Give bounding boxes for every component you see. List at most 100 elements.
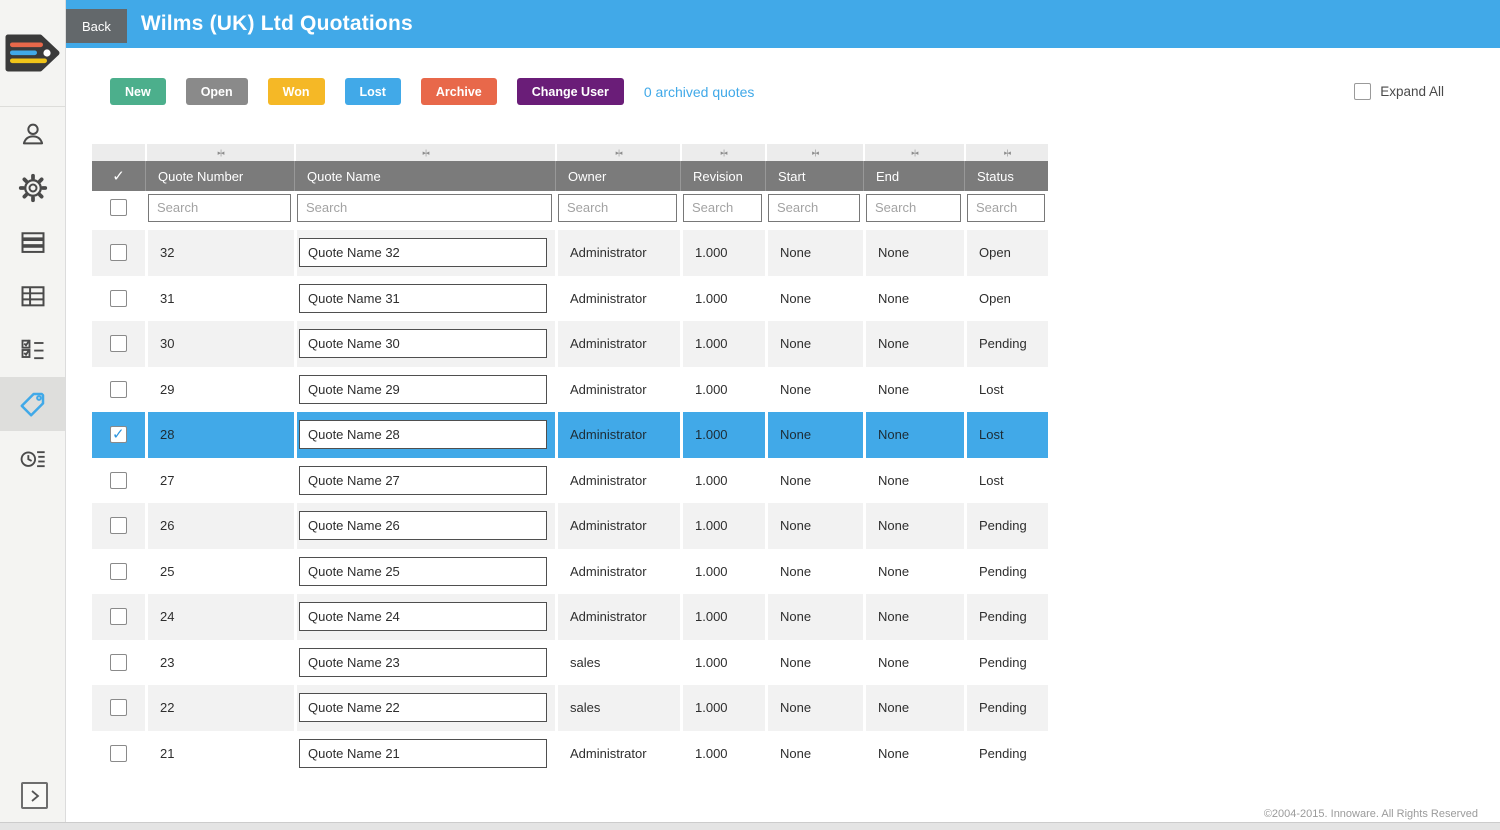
toolbar-button-won[interactable]: Won	[267, 78, 325, 105]
quote-number-cell: 31	[145, 275, 294, 321]
table-row[interactable]: 22 sales 1.000 None None Pending	[92, 685, 1048, 731]
sidebar-item-time-log[interactable]	[0, 431, 65, 485]
end-cell: None	[863, 548, 964, 594]
end-cell: None	[863, 594, 964, 640]
column-resize-handle[interactable]: ▸|◂	[765, 144, 863, 161]
quote-name-input[interactable]	[299, 511, 547, 541]
quote-name-input[interactable]	[299, 738, 547, 768]
owner-cell: sales	[555, 685, 680, 731]
quote-name-input[interactable]	[299, 329, 547, 359]
end-cell: None	[863, 457, 964, 503]
start-cell: None	[765, 503, 863, 549]
table-row[interactable]: 31 Administrator 1.000 None None Open	[92, 275, 1048, 321]
row-checkbox[interactable]	[110, 653, 127, 671]
archived-quotes-link[interactable]: 0 archived quotes	[643, 83, 755, 100]
quote-number-cell: 28	[145, 412, 294, 458]
expand-all-checkbox[interactable]	[1354, 83, 1372, 100]
column-resize-handle[interactable]: ▸|◂	[863, 144, 964, 161]
column-resize-handle[interactable]: ▸|◂	[680, 144, 765, 161]
toolbar-button-lost[interactable]: Lost	[344, 78, 401, 105]
column-header-quote-number[interactable]: Quote Number	[145, 161, 294, 191]
row-checkbox[interactable]	[110, 471, 127, 489]
quote-name-input[interactable]	[299, 647, 547, 677]
table-row[interactable]: 32 Administrator 1.000 None None Open	[92, 230, 1048, 276]
quote-name-input[interactable]	[299, 693, 547, 723]
search-owner-input[interactable]	[558, 193, 677, 222]
quote-name-input[interactable]	[299, 238, 547, 268]
search-end-input[interactable]	[866, 193, 961, 222]
row-checkbox[interactable]	[110, 289, 127, 307]
column-header-revision[interactable]: Revision	[680, 161, 765, 191]
toolbar-button-open[interactable]: Open	[185, 78, 248, 105]
search-revision-input[interactable]	[683, 193, 762, 222]
select-all-checkbox[interactable]	[110, 199, 127, 216]
table-row[interactable]: 21 Administrator 1.000 None None Pending	[92, 730, 1048, 776]
sidebar-item-user[interactable]	[0, 107, 65, 161]
quote-number-cell: 26	[145, 503, 294, 549]
back-button[interactable]: Back	[66, 9, 127, 43]
toolbar-button-archive[interactable]: Archive	[420, 78, 497, 105]
table-row[interactable]: 28 Administrator 1.000 None None Lost	[92, 412, 1048, 458]
row-checkbox[interactable]	[110, 244, 127, 262]
column-header-quote-name[interactable]: Quote Name	[294, 161, 555, 191]
column-header-start[interactable]: Start	[765, 161, 863, 191]
table-row[interactable]: 30 Administrator 1.000 None None Pending	[92, 321, 1048, 367]
owner-cell: Administrator	[555, 230, 680, 276]
status-cell: Lost	[964, 412, 1048, 458]
row-checkbox[interactable]	[110, 562, 127, 580]
row-checkbox[interactable]	[110, 425, 127, 444]
table-row[interactable]: 27 Administrator 1.000 None None Lost	[92, 457, 1048, 503]
quote-name-input[interactable]	[299, 465, 547, 495]
quote-number-cell: 25	[145, 548, 294, 594]
row-checkbox[interactable]	[110, 608, 127, 626]
expand-sidebar-button[interactable]	[21, 782, 48, 809]
search-quote-number-input[interactable]	[148, 193, 291, 222]
toolbar-button-change-user[interactable]: Change User	[516, 78, 624, 105]
search-quote-name-input[interactable]	[297, 193, 552, 222]
table-row[interactable]: 29 Administrator 1.000 None None Lost	[92, 366, 1048, 412]
search-status-input[interactable]	[967, 193, 1045, 222]
end-cell: None	[863, 685, 964, 731]
start-cell: None	[765, 548, 863, 594]
row-checkbox[interactable]	[110, 744, 127, 762]
stacked-rows-icon	[21, 232, 44, 253]
row-checkbox[interactable]	[110, 380, 127, 398]
toolbar-button-new[interactable]: New	[110, 78, 166, 105]
row-checkbox[interactable]	[110, 699, 127, 717]
sidebar-item-quotations[interactable]	[0, 377, 65, 431]
quote-name-input[interactable]	[299, 420, 547, 450]
table-row[interactable]: 26 Administrator 1.000 None None Pending	[92, 503, 1048, 549]
table-row[interactable]: 23 sales 1.000 None None Pending	[92, 639, 1048, 685]
column-resize-handle[interactable]: ▸|◂	[145, 144, 294, 161]
revision-cell: 1.000	[680, 548, 765, 594]
sidebar-item-settings[interactable]	[0, 161, 65, 215]
owner-cell: Administrator	[555, 503, 680, 549]
column-header-owner[interactable]: Owner	[555, 161, 680, 191]
revision-cell: 1.000	[680, 639, 765, 685]
app-logo[interactable]	[0, 0, 65, 107]
column-resize-handle[interactable]: ▸|◂	[294, 144, 555, 161]
quote-name-input[interactable]	[299, 602, 547, 632]
column-resize-handle[interactable]: ▸|◂	[555, 144, 680, 161]
table-row[interactable]: 25 Administrator 1.000 None None Pending	[92, 548, 1048, 594]
owner-cell: Administrator	[555, 366, 680, 412]
column-header-end[interactable]: End	[863, 161, 964, 191]
select-all-header[interactable]: ✓	[112, 168, 125, 185]
topbar: Back Wilms (UK) Ltd Quotations	[66, 0, 1500, 48]
sidebar-item-checklist[interactable]	[0, 323, 65, 377]
search-start-input[interactable]	[768, 193, 860, 222]
resize-cell	[92, 144, 145, 161]
table-row[interactable]: 24 Administrator 1.000 None None Pending	[92, 594, 1048, 640]
quote-name-input[interactable]	[299, 556, 547, 586]
sidebar-item-grid[interactable]	[0, 269, 65, 323]
quote-name-input[interactable]	[299, 374, 547, 404]
quotations-table: ▸|◂ ▸|◂ ▸|◂ ▸|◂ ▸|◂ ▸|◂ ▸|◂ ✓ Quote Numb…	[92, 144, 1048, 776]
copyright-text: ©2004-2015. Innoware. All Rights Reserve…	[1263, 808, 1478, 820]
sidebar-item-list[interactable]	[0, 215, 65, 269]
row-checkbox[interactable]	[110, 517, 127, 535]
quote-name-input[interactable]	[299, 283, 547, 313]
column-resize-handle[interactable]: ▸|◂	[964, 144, 1048, 161]
column-header-status[interactable]: Status	[964, 161, 1048, 191]
row-checkbox[interactable]	[110, 335, 127, 353]
quote-number-cell: 27	[145, 457, 294, 503]
